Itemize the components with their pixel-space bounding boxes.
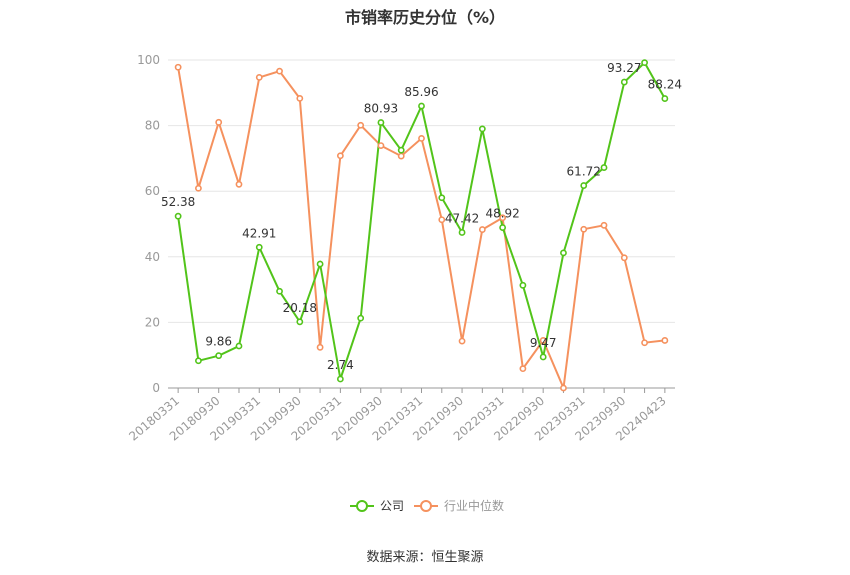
series-line-company <box>177 60 666 380</box>
industry-median-point <box>580 225 588 233</box>
industry-median-point <box>600 221 608 229</box>
gridlines <box>168 59 675 323</box>
y-tick-label: 60 <box>145 184 160 198</box>
company-point <box>620 78 628 86</box>
company-point <box>255 243 263 251</box>
company-point <box>296 318 304 326</box>
industry-median-point <box>215 118 223 126</box>
industry-median-point <box>276 67 283 75</box>
industry-median-point <box>336 152 344 160</box>
company-point <box>478 125 486 133</box>
company-point <box>458 229 466 236</box>
industry-median-point <box>255 73 263 81</box>
company-point <box>560 249 567 257</box>
industry-median-point <box>357 121 365 129</box>
data-label: 61.72 <box>567 165 601 179</box>
company-point <box>336 375 344 383</box>
data-labels: 52.38 9.86 42.91 20.18 2.74 80.93 85.96 47.42 48… <box>161 61 682 372</box>
data-label: 85.96 <box>404 85 438 99</box>
legend-industry-median-marker <box>420 500 432 512</box>
company-point <box>316 260 324 268</box>
company-point <box>539 353 547 361</box>
data-label: 42.91 <box>242 226 276 240</box>
company-point <box>418 102 425 110</box>
company-point <box>499 224 507 231</box>
y-tick-label: 20 <box>145 315 160 329</box>
company-point <box>377 119 385 126</box>
company-point <box>438 194 446 202</box>
legend-company-label: 公司 <box>380 499 404 513</box>
industry-median-point <box>377 142 385 150</box>
data-label: 9.47 <box>530 336 557 350</box>
company-point <box>174 212 182 220</box>
company-point <box>276 287 283 295</box>
data-label: 47.42 <box>445 211 479 225</box>
company-point <box>215 352 223 360</box>
series-points <box>174 59 669 392</box>
company-point <box>661 95 669 102</box>
y-tick-label: 0 <box>152 381 160 395</box>
industry-median-point <box>397 152 405 160</box>
y-tick-label: 40 <box>145 250 160 264</box>
industry-median-point <box>195 184 202 192</box>
source-note: 数据来源：恒生聚源 <box>366 550 484 565</box>
industry-median-point <box>458 337 466 345</box>
industry-median-point <box>499 214 507 222</box>
legend-company-marker <box>356 500 368 512</box>
industry-median-point <box>478 226 486 233</box>
industry-median-point <box>174 63 182 71</box>
company-point <box>600 164 608 171</box>
industry-median-point <box>316 343 324 351</box>
industry-median-point <box>641 339 648 347</box>
industry-median-point <box>539 337 547 344</box>
industry-median-point <box>519 365 527 373</box>
y-axis-ticks: 0 20 40 60 80 100 <box>137 53 160 395</box>
company-point <box>195 357 202 365</box>
x-axis: 2018033120180930201903312019093020200331… <box>126 387 675 444</box>
industry-median-point <box>296 94 304 102</box>
data-label: 48.92 <box>485 207 519 221</box>
company-point <box>397 146 405 154</box>
data-label: 20.18 <box>283 301 317 315</box>
company-point <box>235 342 243 350</box>
data-label: 88.24 <box>648 78 682 92</box>
data-label: 9.86 <box>205 335 232 349</box>
industry-median-point <box>661 337 669 344</box>
company-point <box>641 59 648 67</box>
chart-title: 市销率历史分位（%） <box>344 8 506 27</box>
legend-industry-median-label: 行业中位数 <box>444 498 504 513</box>
industry-median-point <box>438 216 446 224</box>
data-label: 93.27 <box>607 61 641 75</box>
y-tick-label: 80 <box>145 119 160 133</box>
data-label: 80.93 <box>364 102 398 116</box>
company-point <box>357 314 365 322</box>
industry-median-point <box>418 134 425 142</box>
company-point <box>580 182 588 189</box>
y-tick-label: 100 <box>137 53 160 67</box>
legend: 公司 行业中位数 <box>350 498 504 513</box>
company-point <box>519 281 527 289</box>
data-label: 2.74 <box>327 358 354 372</box>
data-label: 52.38 <box>161 195 195 209</box>
industry-median-point <box>235 180 243 188</box>
industry-median-point <box>560 384 567 392</box>
industry-median-point <box>620 254 628 262</box>
